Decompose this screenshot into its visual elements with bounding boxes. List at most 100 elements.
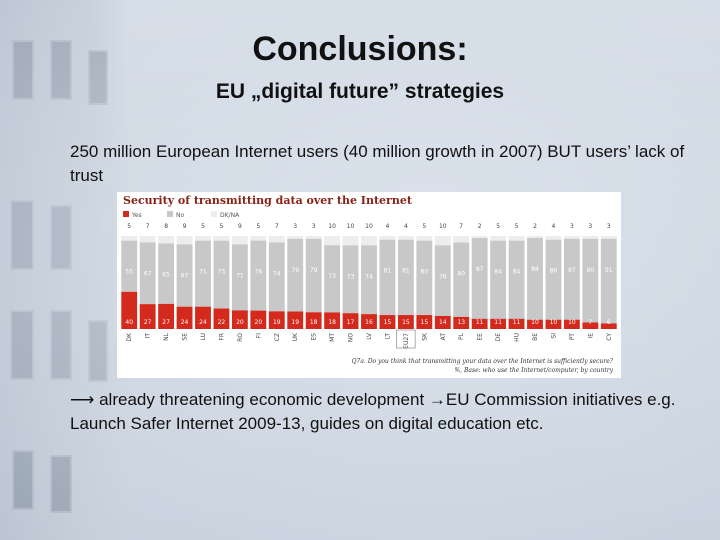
category-label: SE (182, 333, 189, 341)
bar-segment-no (158, 243, 175, 304)
data-label-yes: 6 (607, 319, 611, 326)
data-label-dkna: 5 (256, 223, 260, 230)
data-label-no: 84 (494, 269, 502, 276)
data-label-dkna: 3 (588, 223, 592, 230)
bar-segment-yes (361, 314, 377, 329)
bar-segment-yes (324, 312, 341, 329)
data-label-no: 74 (273, 271, 281, 278)
data-label-no: 71 (236, 272, 244, 279)
data-label-no: 91 (605, 267, 613, 274)
bar-segment-dkna (490, 236, 507, 241)
bar-segment-no (471, 237, 488, 319)
bar-segment-yes (453, 316, 470, 329)
category-label: SI (550, 333, 557, 339)
bar-segment-no (545, 239, 562, 320)
category-label: EE (477, 333, 484, 341)
category-label: FI (255, 333, 262, 338)
bar-segment-yes (600, 323, 617, 329)
data-label-yes: 10 (531, 319, 539, 326)
legend-label-dkna: DK/NA (220, 212, 240, 219)
data-label-no: 88 (531, 266, 539, 273)
data-label-dkna: 5 (515, 223, 519, 230)
data-label-dkna: 5 (220, 223, 224, 230)
data-label-no: 80 (421, 269, 429, 276)
data-label-dkna: 7 (146, 223, 150, 230)
data-label-yes: 15 (384, 319, 392, 326)
category-label: SK (421, 332, 428, 341)
data-label-dkna: 10 (439, 223, 447, 230)
data-label-no: 73 (347, 273, 355, 280)
data-label-dkna: 4 (552, 223, 556, 230)
data-label-dkna: 5 (496, 223, 500, 230)
category-label: IT (145, 333, 152, 339)
bar-segment-yes (342, 313, 359, 329)
category-label: RO (237, 333, 244, 342)
data-label-dkna: 4 (404, 223, 408, 230)
bar-segment-yes (195, 306, 211, 329)
bar-segment-no (231, 244, 248, 311)
chart-footnote-question: Q7a. Do you think that transmitting your… (352, 358, 614, 365)
data-label-no: 80 (457, 271, 465, 278)
bar-segment-yes (139, 304, 156, 329)
data-label-dkna: 5 (422, 223, 426, 230)
category-label: EU27 (403, 333, 410, 349)
chart-image: Security of transmitting data over the I… (117, 192, 621, 378)
data-label-no: 81 (402, 268, 410, 275)
bar-segment-dkna (563, 236, 580, 239)
bar-segment-no (527, 237, 543, 320)
data-label-dkna: 10 (347, 223, 355, 230)
data-label-no: 79 (310, 267, 318, 274)
bar-segment-no (139, 242, 156, 305)
data-label-yes: 24 (199, 319, 207, 326)
bar-segment-no (582, 238, 599, 323)
bar-segment-no (342, 245, 359, 314)
data-label-no: 81 (384, 268, 392, 275)
bar-segment-dkna (250, 236, 267, 241)
bar-segment-yes (545, 319, 562, 329)
category-label: ES (311, 333, 318, 341)
data-label-no: 87 (568, 267, 576, 274)
paragraph-conclusion: ⟶ already threatening economic developme… (70, 390, 676, 433)
data-label-dkna: 3 (312, 223, 316, 230)
data-label-yes: 18 (310, 319, 318, 326)
bar-segment-no (508, 240, 525, 319)
data-label-yes: 19 (273, 319, 281, 326)
bar-segment-no (287, 238, 304, 312)
chart-footnote-base: %, Base: who use the Internet/computer, … (455, 367, 614, 374)
data-label-yes: 24 (181, 319, 189, 326)
bar-segment-dkna (434, 236, 451, 246)
stacked-bar-chart: Security of transmitting data over the I… (121, 194, 617, 374)
bar-segment-yes (563, 319, 580, 329)
bar-segment-no (453, 242, 470, 317)
category-label: LU (200, 333, 207, 340)
category-label: UK (292, 332, 299, 341)
data-label-no: 76 (439, 273, 447, 280)
bar-segment-no (379, 239, 396, 316)
data-label-dkna: 9 (183, 223, 187, 230)
bar-segment-dkna (397, 236, 414, 240)
category-label: MT (329, 333, 336, 342)
bar-segment-dkna (471, 236, 488, 238)
category-label: LV (366, 332, 373, 340)
bar-segment-yes (176, 306, 193, 329)
data-label-yes: 10 (568, 319, 576, 326)
data-label-dkna: 5 (127, 223, 131, 230)
data-label-no: 90 (587, 267, 595, 274)
data-label-no: 71 (199, 269, 207, 276)
bar-segment-yes (490, 318, 507, 329)
bar-segment-no (490, 240, 507, 319)
bar-segment-no (250, 240, 267, 311)
data-label-dkna: 3 (607, 223, 611, 230)
bar-segment-yes (397, 315, 414, 329)
data-label-yes: 7 (588, 319, 592, 326)
bar-segment-no (600, 238, 617, 324)
bar-segment-dkna (305, 236, 322, 239)
bar-segment-no (213, 240, 230, 309)
bar-segment-yes (121, 291, 138, 329)
data-label-dkna: 8 (164, 223, 168, 230)
data-label-dkna: 10 (365, 223, 373, 230)
chart-title: Security of transmitting data over the I… (123, 194, 413, 207)
bar-segment-dkna (582, 236, 599, 239)
bar-segment-dkna (158, 236, 175, 244)
bar-segment-dkna (527, 236, 543, 238)
